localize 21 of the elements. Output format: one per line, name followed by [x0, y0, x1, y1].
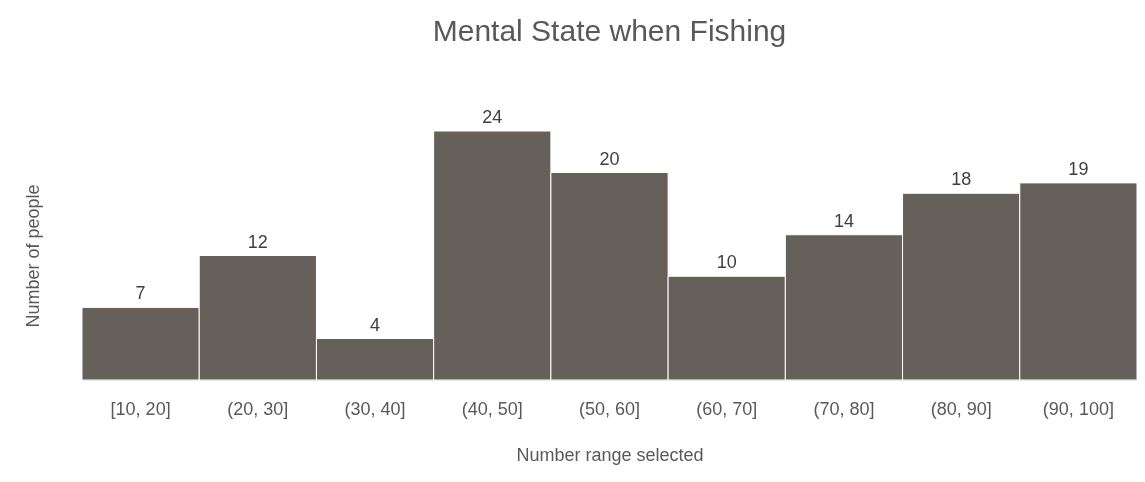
- data-label: 18: [951, 169, 972, 190]
- x-tick-label: (80, 90]: [930, 398, 992, 419]
- data-label: 19: [1068, 158, 1089, 179]
- data-label: 12: [247, 231, 268, 252]
- x-tick-label: (50, 60]: [578, 398, 641, 419]
- data-label: 20: [599, 148, 620, 169]
- data-label: 4: [370, 314, 381, 335]
- data-label: 14: [833, 210, 854, 231]
- data-label: 24: [482, 107, 503, 127]
- x-tick-label: (70, 80]: [813, 398, 875, 419]
- x-tick-label: (30, 40]: [344, 398, 406, 419]
- data-label: 10: [716, 252, 737, 273]
- data-label: 7: [135, 283, 146, 304]
- x-tick-label: (40, 50]: [461, 398, 523, 419]
- x-tick-label: (90, 100]: [1042, 398, 1114, 419]
- chart-title: Mental State when Fishing: [432, 14, 787, 47]
- y-axis-title: Number of people: [22, 184, 43, 328]
- x-tick-label: [10, 20]: [110, 398, 171, 419]
- x-tick-label: (60, 70]: [696, 398, 758, 419]
- x-tick-label: (20, 30]: [227, 398, 289, 419]
- x-axis-title: Number range selected: [516, 444, 704, 465]
